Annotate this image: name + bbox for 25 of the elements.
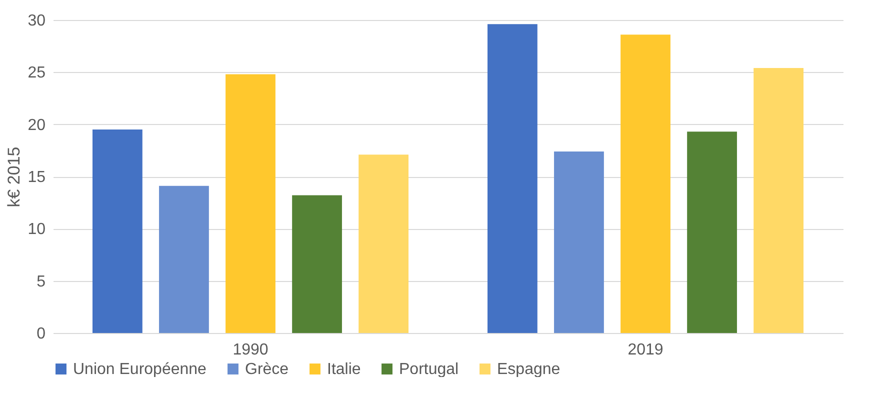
y-tick-label: 15	[28, 169, 46, 186]
bar	[92, 130, 142, 333]
legend-label: Portugal	[399, 361, 459, 378]
y-tick-label: 10	[28, 221, 46, 238]
bar	[620, 34, 670, 333]
y-tick-label: 0	[36, 326, 46, 342]
bar	[226, 74, 276, 333]
y-tick-label: 30	[28, 12, 46, 30]
legend-label: Italie	[327, 361, 361, 378]
bar	[687, 132, 737, 333]
bar	[358, 154, 408, 333]
bar	[292, 195, 342, 333]
legend-label: Union Européenne	[73, 361, 207, 378]
x-tick-label: 1990	[232, 342, 268, 358]
y-tick-label: 5	[36, 273, 46, 290]
y-axis-title: k€ 2015	[4, 146, 24, 208]
legend-label: Grèce	[245, 361, 289, 378]
bar	[488, 24, 538, 333]
y-tick-label: 25	[28, 64, 46, 82]
x-tick-label: 2019	[628, 342, 664, 358]
legend-label: Espagne	[497, 361, 560, 378]
bar	[754, 68, 804, 333]
bar	[159, 186, 209, 333]
y-tick-label: 20	[28, 116, 46, 134]
bar	[554, 151, 604, 333]
